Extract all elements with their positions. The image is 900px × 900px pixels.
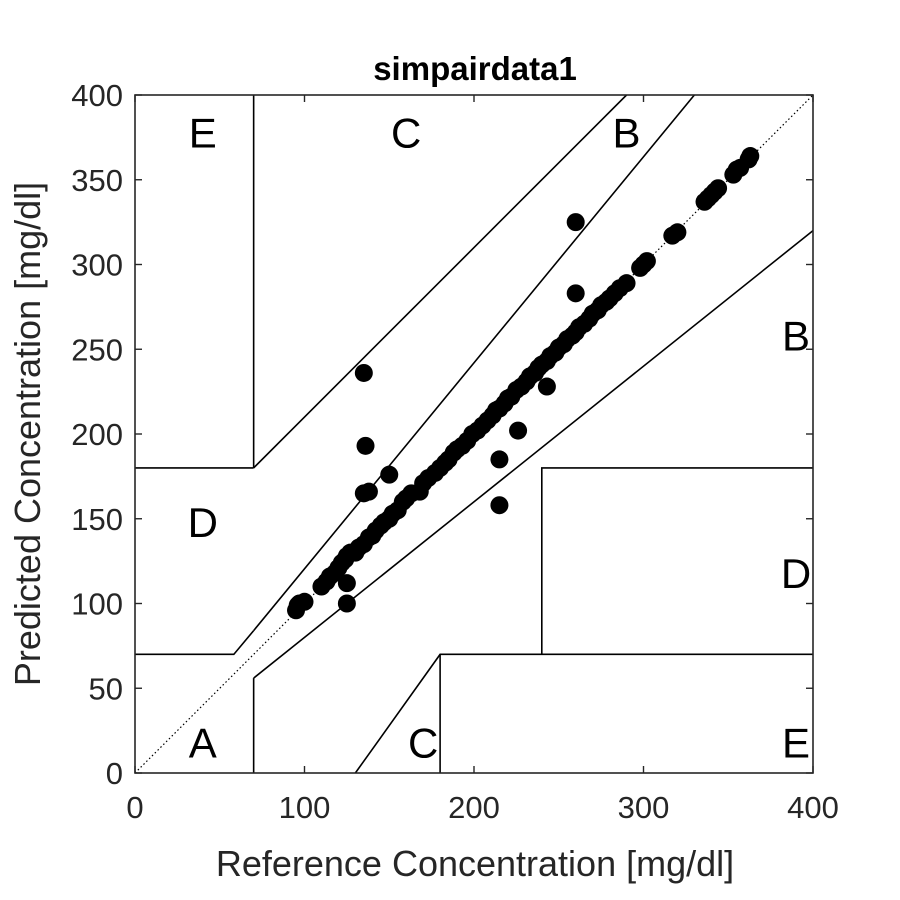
x-tick-label: 300 (618, 790, 670, 825)
y-tick-label: 350 (71, 163, 123, 198)
zone-label-d: D (781, 550, 811, 597)
data-point (490, 450, 509, 469)
y-tick-label: 300 (71, 248, 123, 283)
data-point (566, 284, 585, 303)
data-points (287, 147, 760, 620)
zone-label-c: C (408, 719, 438, 766)
zone-label-a: A (189, 719, 217, 766)
data-point (490, 496, 509, 515)
y-tick-label: 200 (71, 417, 123, 452)
y-tick-label: 50 (89, 671, 123, 706)
zone-boundary-line (253, 229, 814, 679)
data-point (668, 223, 687, 242)
zone-label-e: E (189, 109, 217, 156)
zone-boundary-line (253, 94, 695, 632)
x-tick-label: 400 (787, 790, 839, 825)
x-tick-label: 100 (279, 790, 331, 825)
data-point (295, 592, 314, 611)
zone-label-d: D (188, 499, 218, 546)
zone-boundary-line (540, 467, 813, 655)
data-point (356, 436, 375, 455)
data-point (354, 363, 373, 382)
chart-title: simpairdata1 (373, 50, 577, 87)
y-axis-label: Predicted Concentration [mg/dl] (7, 182, 48, 686)
zone-label-b: B (613, 109, 641, 156)
x-axis-ticks: 0 100 200 300 400 (126, 95, 839, 825)
y-tick-label: 100 (71, 587, 123, 622)
y-tick-label: 400 (71, 78, 123, 113)
data-point (380, 465, 399, 484)
y-tick-label: 250 (71, 332, 123, 367)
zone-boundary-line (135, 630, 255, 656)
x-tick-label: 200 (448, 790, 500, 825)
data-point (337, 574, 356, 593)
zone-label-b: B (782, 313, 810, 360)
data-point (637, 252, 656, 271)
x-tick-label: 0 (126, 790, 143, 825)
data-point (709, 179, 728, 198)
data-point (359, 482, 378, 501)
y-axis-ticks: 0 50 100 150 200 250 300 350 400 (71, 78, 813, 791)
data-point (741, 147, 760, 166)
zone-label-e: E (782, 719, 810, 766)
zone-boundary-line (253, 94, 628, 469)
zone-label-c: C (391, 109, 421, 156)
y-tick-label: 0 (106, 756, 123, 791)
x-axis-label: Reference Concentration [mg/dl] (216, 843, 734, 884)
data-point (337, 594, 356, 613)
data-point (566, 213, 585, 232)
data-point (509, 421, 528, 440)
data-point (537, 377, 556, 396)
data-point (617, 274, 636, 293)
y-tick-label: 150 (71, 502, 123, 537)
zone-labels: E C B B D D A C E (188, 109, 812, 766)
